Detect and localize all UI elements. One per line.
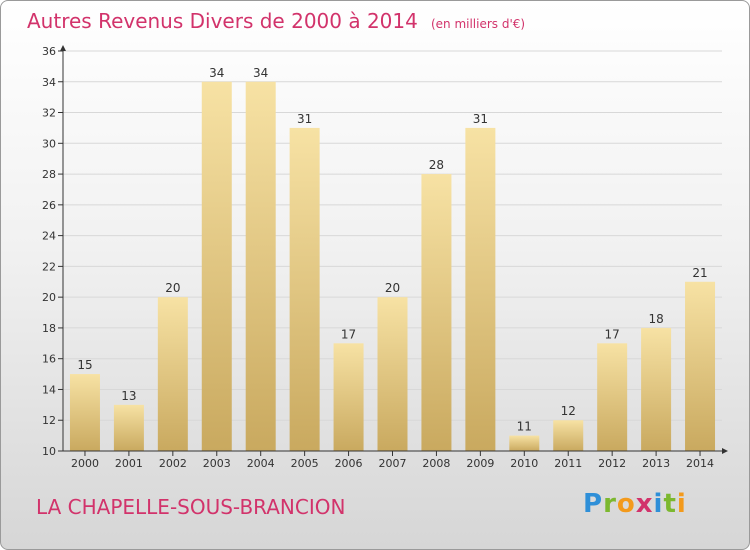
bar xyxy=(421,174,452,452)
y-tick-label: 18 xyxy=(42,322,56,335)
logo-letter: i xyxy=(676,489,687,519)
x-tick-label: 2004 xyxy=(247,457,275,470)
bar-value-label: 31 xyxy=(473,112,488,126)
bar-value-label: 34 xyxy=(253,66,268,80)
bar-value-label: 12 xyxy=(561,404,576,418)
x-axis-arrow xyxy=(722,448,728,454)
x-tick-label: 2003 xyxy=(203,457,231,470)
bar xyxy=(597,343,628,451)
x-tick-label: 2013 xyxy=(642,457,670,470)
x-tick-label: 2012 xyxy=(598,457,626,470)
y-tick-label: 12 xyxy=(42,414,56,427)
y-tick-label: 34 xyxy=(42,76,56,89)
logo-letter: x xyxy=(635,489,654,519)
x-tick-label: 2006 xyxy=(335,457,363,470)
bar-value-label: 20 xyxy=(165,281,180,295)
y-tick-label: 16 xyxy=(42,353,56,366)
proxiti-logo[interactable]: Proxiti xyxy=(583,489,687,519)
bar xyxy=(201,81,232,452)
bar xyxy=(69,374,100,451)
x-tick-label: 2009 xyxy=(466,457,494,470)
logo-letter: r xyxy=(603,489,617,519)
bar xyxy=(333,343,364,451)
bar-value-label: 21 xyxy=(692,266,707,280)
y-axis-arrow xyxy=(60,45,66,51)
x-tick-label: 2014 xyxy=(686,457,714,470)
bar-value-label: 15 xyxy=(77,358,92,372)
logo-letter: o xyxy=(616,489,636,519)
y-tick-label: 24 xyxy=(42,230,56,243)
bar-value-label: 18 xyxy=(648,312,663,326)
y-tick-label: 28 xyxy=(42,168,56,181)
commune-name: LA CHAPELLE-SOUS-BRANCION xyxy=(36,495,346,519)
bar xyxy=(377,297,408,451)
bar xyxy=(685,281,716,451)
y-tick-label: 32 xyxy=(42,107,56,120)
x-tick-label: 2002 xyxy=(159,457,187,470)
y-tick-label: 22 xyxy=(42,260,56,273)
bar xyxy=(641,327,672,451)
bar xyxy=(553,420,584,451)
logo-letter: t xyxy=(663,489,677,519)
chart-title: Autres Revenus Divers de 2000 à 2014 (en… xyxy=(27,9,525,33)
bar xyxy=(113,404,144,451)
chart-title-main: Autres Revenus Divers de 2000 à 2014 xyxy=(27,9,418,33)
axes xyxy=(58,45,728,456)
bar-value-label: 31 xyxy=(297,112,312,126)
bar-value-label: 11 xyxy=(517,420,532,434)
bar-value-label: 17 xyxy=(341,327,356,341)
bar-value-label: 13 xyxy=(121,389,136,403)
x-tick-label: 2007 xyxy=(379,457,407,470)
y-tick-label: 36 xyxy=(42,45,56,58)
x-tick-label: 2001 xyxy=(115,457,143,470)
bar xyxy=(245,81,276,452)
y-tick-label: 14 xyxy=(42,383,56,396)
x-tick-label: 2005 xyxy=(291,457,319,470)
bar xyxy=(157,297,188,451)
bar-value-label: 34 xyxy=(209,66,224,80)
logo-letter: P xyxy=(583,489,604,519)
chart-title-unit: (en milliers d'€) xyxy=(430,17,526,31)
bar xyxy=(509,435,540,451)
bars xyxy=(69,81,716,452)
bar-value-label: 17 xyxy=(605,327,620,341)
bar-value-label: 20 xyxy=(385,281,400,295)
y-tick-label: 10 xyxy=(42,445,56,458)
x-tick-label: 2000 xyxy=(71,457,99,470)
bar-value-label: 28 xyxy=(429,158,444,172)
labels: 10 12 14 16 18 20 22 24 26 28 30 32 34 36 15 2000 13 2001… xyxy=(42,45,714,470)
logo-letter: i xyxy=(653,489,664,519)
x-tick-label: 2010 xyxy=(510,457,538,470)
y-tick-label: 26 xyxy=(42,199,56,212)
bar xyxy=(465,127,496,451)
x-tick-label: 2011 xyxy=(554,457,582,470)
y-tick-label: 20 xyxy=(42,291,56,304)
x-tick-label: 2008 xyxy=(422,457,450,470)
y-tick-label: 30 xyxy=(42,137,56,150)
bar xyxy=(289,127,320,451)
